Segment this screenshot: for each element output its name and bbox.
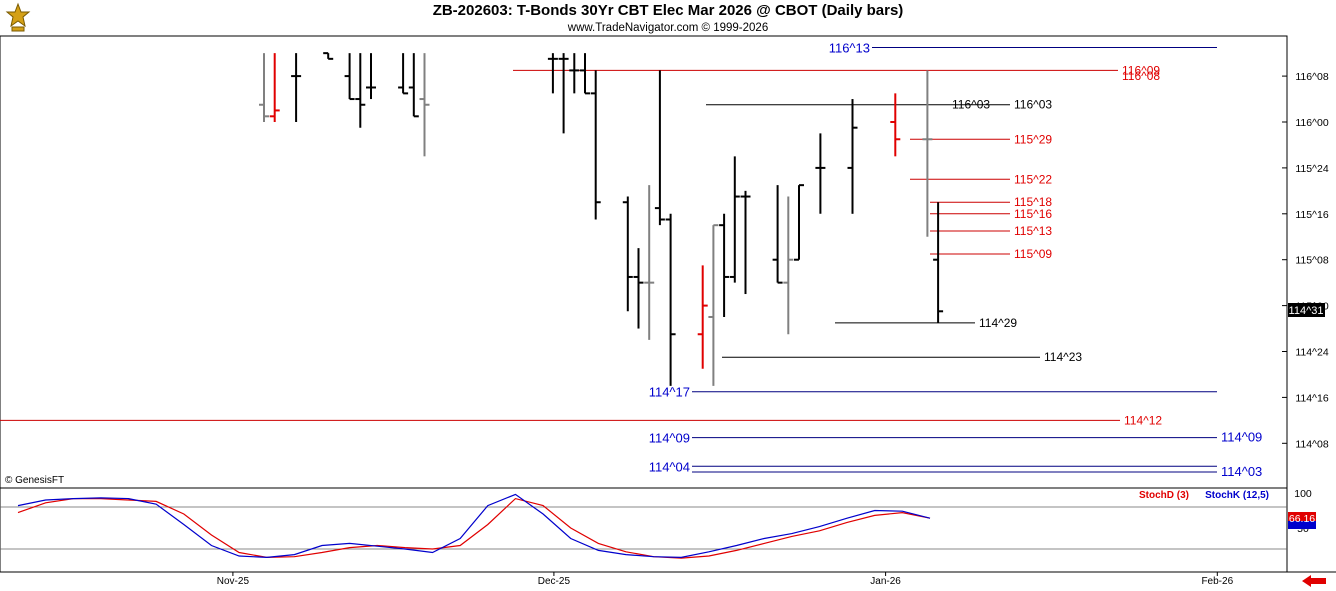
ohlc-bar: [323, 52, 334, 60]
ohlc-bar: [580, 53, 590, 95]
y-tick-label: 115^08: [1295, 255, 1329, 267]
level-label: 115^13: [1014, 224, 1052, 238]
ohlc-bar: [922, 70, 933, 237]
current-price-tag: [1288, 303, 1325, 317]
level-label: 116^08: [1122, 69, 1160, 83]
stoch-y-tick-label: 100: [1294, 488, 1312, 500]
ohlc-bar: [847, 99, 858, 214]
level-label: 115^18: [1014, 195, 1052, 209]
chart-subtitle: www.TradeNavigator.com © 1999-2026: [567, 22, 769, 34]
ohlc-bar: [259, 53, 269, 122]
ohlc-bar: [633, 248, 644, 329]
gold-trophy-logo-icon: [5, 2, 31, 32]
stoch-current-tag-k: [1288, 521, 1316, 529]
scroll-right-arrow-icon[interactable]: [1298, 575, 1328, 587]
price-panel-frame: [0, 35, 1288, 489]
ohlc-bar: [697, 265, 708, 369]
y-tick-label: 114^16: [1295, 392, 1329, 404]
legend-stochd: StochD (3): [1139, 490, 1189, 501]
level-label: 115^22: [1014, 172, 1052, 186]
ohlc-bars: [259, 52, 944, 386]
x-tick-label: Nov-25: [217, 576, 250, 587]
current-price-label: 114^31: [1289, 305, 1324, 317]
level-label: 116^09: [1122, 63, 1160, 77]
ohlc-bar: [344, 53, 355, 101]
level-label: 116^03: [1014, 98, 1052, 112]
ohlc-bar: [708, 224, 719, 386]
watermark: © GenesisFT: [5, 475, 64, 486]
x-tick-label: Feb-26: [1201, 576, 1233, 587]
level-label: 114^03: [1221, 464, 1262, 479]
chart-title: ZB-202603: T-Bonds 30Yr CBT Elec Mar 202…: [432, 2, 904, 19]
ohlc-bar: [815, 133, 826, 214]
ohlc-bar: [665, 213, 676, 386]
ohlc-bar: [933, 202, 944, 323]
stoch-panel-frame: [0, 487, 1288, 573]
ohlc-bar: [654, 70, 665, 226]
ohlc-bar: [398, 53, 409, 95]
level-label: 115^09: [1014, 247, 1052, 261]
level-label: 114^23: [1044, 350, 1082, 364]
level-label: 114^12: [1124, 413, 1162, 427]
ohlc-bar: [569, 53, 580, 94]
ohlc-bar: [558, 53, 569, 134]
y-tick-label: 115^24: [1295, 163, 1329, 175]
ohlc-bar: [590, 70, 601, 220]
y-tick-label: 114^24: [1295, 347, 1329, 359]
ohlc-bar: [740, 190, 751, 295]
stoch-series-line: [17, 497, 931, 559]
level-label: 115^29: [1014, 132, 1052, 146]
ohlc-bar: [547, 53, 558, 94]
ohlc-bar: [794, 184, 804, 261]
ohlc-bar: [419, 53, 430, 157]
level-label: 114^17: [649, 385, 690, 400]
level-label: 115^16: [1014, 207, 1052, 221]
level-label: 114^04: [649, 459, 690, 474]
date-x-axis: Nov-25 Dec-25 Jan-26 Feb-26: [217, 572, 1234, 587]
ohlc-bar: [729, 156, 740, 283]
level-label: 114^29: [979, 316, 1017, 330]
ohlc-bar: [644, 185, 655, 340]
ohlc-bar: [890, 93, 901, 157]
ohlc-bar: [408, 53, 419, 118]
y-tick-label: 116^00: [1295, 117, 1329, 129]
price-y-axis: 116^08116^00115^24115^16115^08115^00114^…: [1282, 71, 1329, 450]
level-label: 114^09: [1221, 430, 1262, 445]
x-tick-label: Jan-26: [870, 576, 901, 587]
ohlc-bar: [269, 53, 280, 122]
ohlc-bar: [291, 53, 302, 122]
y-tick-label: 114^08: [1295, 438, 1329, 450]
ohlc-bar: [719, 213, 730, 317]
ohlc-bar: [355, 53, 366, 128]
ohlc-bar: [772, 185, 783, 284]
y-tick-label: 116^08: [1295, 71, 1329, 83]
y-tick-label: 115^16: [1295, 209, 1329, 221]
stoch-series-line: [17, 493, 931, 559]
level-label: 114^09: [649, 431, 690, 446]
ohlc-bar: [622, 196, 633, 312]
stoch-current-label: 66.16: [1289, 513, 1315, 525]
ohlc-bar: [366, 53, 376, 100]
ohlc-bar: [783, 196, 794, 335]
level-label: 116^13: [829, 40, 870, 55]
x-tick-label: Dec-25: [538, 576, 571, 587]
legend-stochk: StochK (12,5): [1205, 490, 1269, 501]
